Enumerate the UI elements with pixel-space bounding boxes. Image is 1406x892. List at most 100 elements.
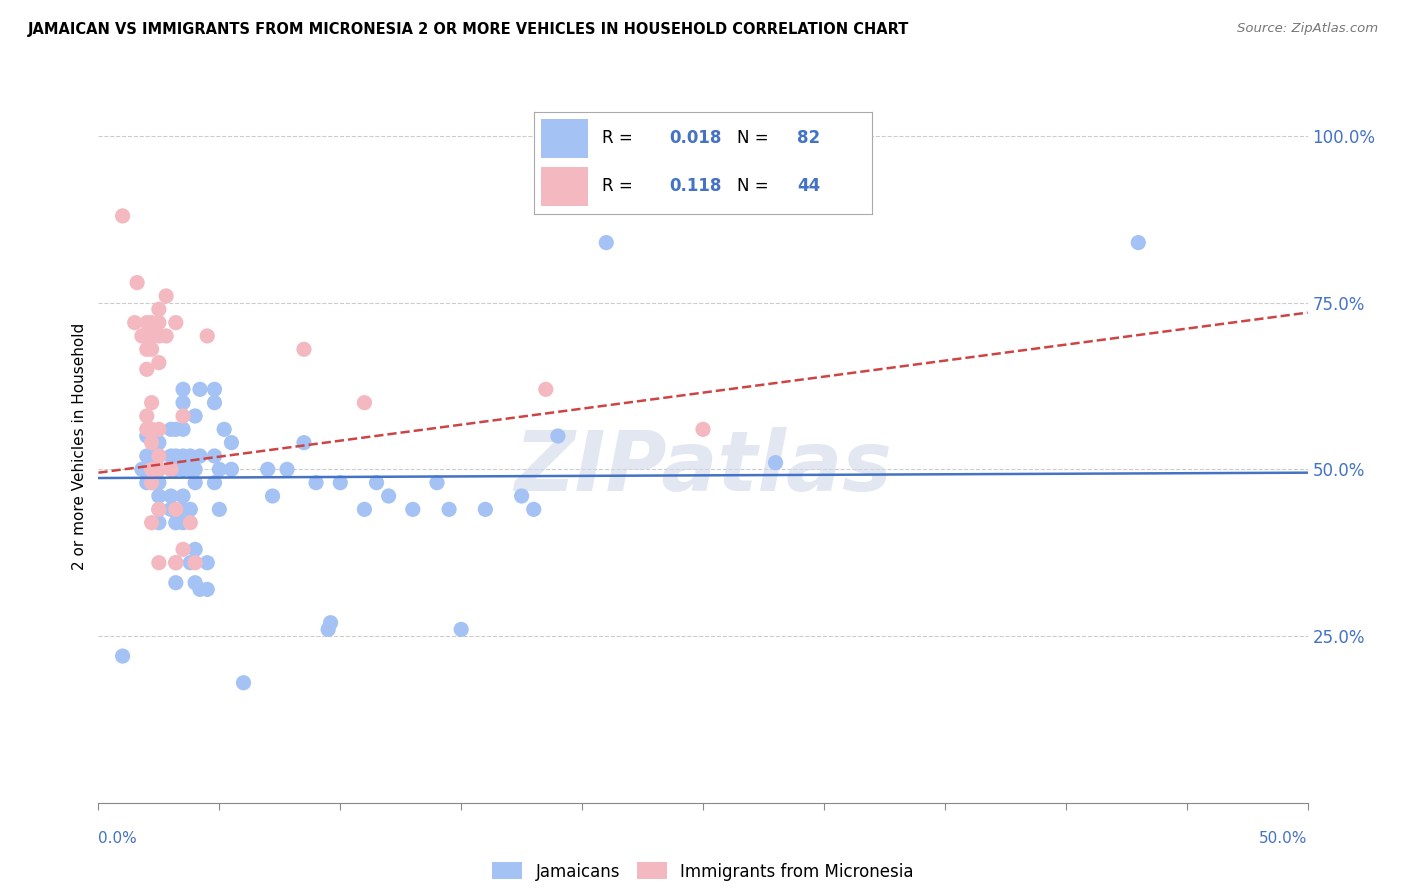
Point bbox=[188, 382, 211, 396]
Point bbox=[204, 382, 226, 396]
Point bbox=[172, 502, 194, 516]
Point bbox=[377, 489, 399, 503]
Point bbox=[165, 316, 187, 330]
Point bbox=[179, 462, 201, 476]
FancyBboxPatch shape bbox=[541, 119, 588, 158]
Point bbox=[172, 462, 194, 476]
Point bbox=[534, 382, 557, 396]
Point bbox=[160, 462, 183, 476]
Point bbox=[141, 462, 163, 476]
Point bbox=[135, 449, 157, 463]
Point bbox=[366, 475, 388, 490]
Text: 44: 44 bbox=[797, 178, 821, 195]
Point bbox=[179, 449, 201, 463]
Point bbox=[204, 449, 226, 463]
Point bbox=[141, 475, 163, 490]
Point bbox=[165, 556, 187, 570]
Point bbox=[141, 449, 163, 463]
Text: N =: N = bbox=[737, 178, 768, 195]
Point bbox=[765, 456, 787, 470]
Point bbox=[172, 449, 194, 463]
Point bbox=[160, 422, 183, 436]
Point bbox=[179, 502, 201, 516]
Point bbox=[232, 675, 254, 690]
Point bbox=[292, 343, 315, 357]
Point bbox=[172, 422, 194, 436]
Point bbox=[692, 422, 714, 436]
Point bbox=[141, 475, 163, 490]
Point bbox=[319, 615, 342, 630]
Point bbox=[148, 462, 170, 476]
Point bbox=[208, 502, 231, 516]
Point bbox=[184, 542, 207, 557]
Point bbox=[165, 422, 187, 436]
Point bbox=[148, 329, 170, 343]
Point bbox=[172, 516, 194, 530]
Point bbox=[160, 489, 183, 503]
Point bbox=[148, 475, 170, 490]
Point bbox=[141, 422, 163, 436]
Point bbox=[221, 462, 243, 476]
Point bbox=[160, 449, 183, 463]
Point bbox=[204, 475, 226, 490]
Point bbox=[437, 502, 460, 516]
Point bbox=[135, 429, 157, 443]
Point bbox=[160, 462, 183, 476]
Point bbox=[276, 462, 298, 476]
Point bbox=[184, 409, 207, 423]
Point bbox=[141, 435, 163, 450]
Point bbox=[135, 409, 157, 423]
Point bbox=[148, 422, 170, 436]
Point bbox=[148, 449, 170, 463]
Point bbox=[165, 575, 187, 590]
Point bbox=[195, 329, 218, 343]
Point bbox=[148, 516, 170, 530]
Point bbox=[148, 489, 170, 503]
Point bbox=[148, 502, 170, 516]
Point bbox=[547, 429, 569, 443]
Text: R =: R = bbox=[602, 178, 633, 195]
Point bbox=[165, 502, 187, 516]
Point bbox=[204, 395, 226, 409]
Point bbox=[402, 502, 425, 516]
Point bbox=[353, 395, 375, 409]
Y-axis label: 2 or more Vehicles in Household: 2 or more Vehicles in Household bbox=[72, 322, 87, 570]
Point bbox=[135, 343, 157, 357]
Point bbox=[135, 422, 157, 436]
Point bbox=[172, 489, 194, 503]
Point bbox=[195, 556, 218, 570]
Point bbox=[148, 435, 170, 450]
Point bbox=[165, 556, 187, 570]
Point bbox=[131, 462, 153, 476]
Point bbox=[195, 582, 218, 597]
Point bbox=[127, 276, 149, 290]
Point bbox=[450, 623, 472, 637]
Point bbox=[155, 329, 177, 343]
Point bbox=[510, 489, 533, 503]
Text: 0.018: 0.018 bbox=[669, 129, 721, 147]
Point bbox=[160, 502, 183, 516]
Text: Source: ZipAtlas.com: Source: ZipAtlas.com bbox=[1237, 22, 1378, 36]
Point bbox=[426, 475, 449, 490]
Point bbox=[124, 316, 146, 330]
Point bbox=[148, 556, 170, 570]
Point bbox=[165, 449, 187, 463]
Point bbox=[141, 343, 163, 357]
Point bbox=[111, 649, 134, 664]
Point bbox=[148, 356, 170, 370]
Point bbox=[292, 435, 315, 450]
Point bbox=[155, 289, 177, 303]
Point bbox=[179, 556, 201, 570]
Point bbox=[316, 623, 339, 637]
Point bbox=[141, 516, 163, 530]
Text: N =: N = bbox=[737, 129, 768, 147]
Point bbox=[135, 362, 157, 376]
Point bbox=[595, 235, 617, 250]
Point bbox=[262, 489, 284, 503]
Point bbox=[208, 462, 231, 476]
Point bbox=[184, 475, 207, 490]
Point bbox=[212, 422, 235, 436]
Point bbox=[165, 502, 187, 516]
Text: 50.0%: 50.0% bbox=[1260, 831, 1308, 846]
Text: 82: 82 bbox=[797, 129, 821, 147]
